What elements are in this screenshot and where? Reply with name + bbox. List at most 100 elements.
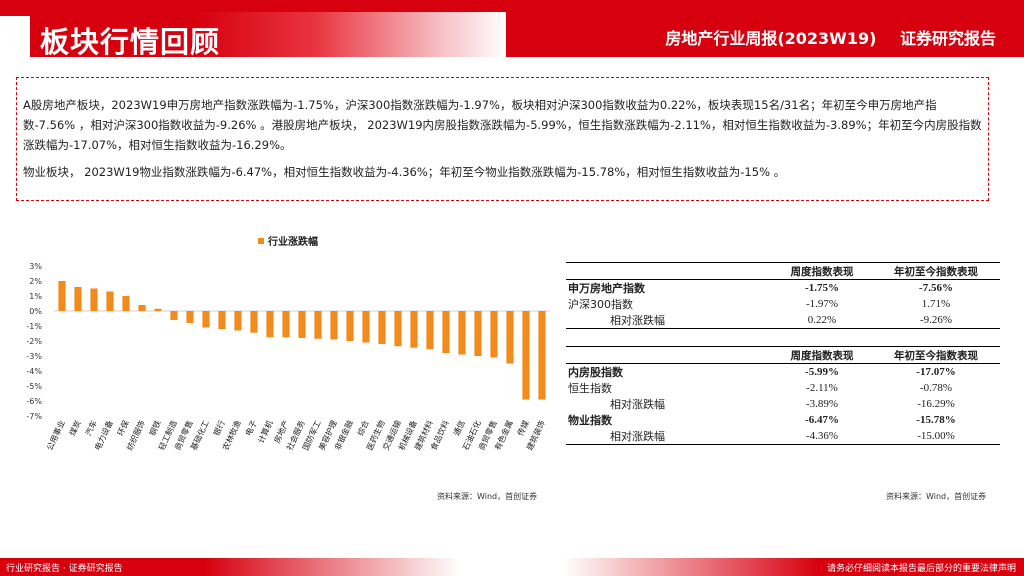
bar <box>58 281 66 311</box>
table-row: 恒生指数 -2.11% -0.78% <box>566 380 1000 396</box>
summary-box: A股房地产板块，2023W19申万房地产指数涨跌幅为-1.75%，沪深300指数… <box>16 77 989 201</box>
footer-disclaimer: 请务必仔细阅读本报告最后部分的重要法律声明 <box>826 564 1016 574</box>
category-label: 钢铁 <box>147 419 163 438</box>
bar <box>314 311 322 339</box>
y-tick-label: 1% <box>29 292 42 301</box>
report-name: 房地产行业周报(2023W19) <box>665 29 877 48</box>
weekly-value: -1.97% <box>805 298 839 310</box>
weekly-value: -5.99% <box>772 363 872 380</box>
ytd-value: -16.29% <box>917 398 955 410</box>
category-label: 传媒 <box>515 419 531 438</box>
bar <box>378 311 386 344</box>
row-label: 相对涨跌幅 <box>566 312 772 329</box>
ytd-value: -0.78% <box>919 382 953 394</box>
weekly-value: -3.89% <box>805 398 839 410</box>
y-tick-label: -2% <box>26 337 42 346</box>
bar <box>266 311 274 338</box>
bar <box>170 311 178 320</box>
table-row: 物业指数 -6.47% -15.78% <box>566 412 1000 428</box>
report-info: 房地产行业周报(2023W19) 证券研究报告 <box>647 25 996 49</box>
category-label: 汽车 <box>83 419 99 438</box>
y-tick-label: 0% <box>29 307 42 316</box>
weekly-value: -6.47% <box>805 414 839 426</box>
legend-label: 行业涨跌幅 <box>267 235 318 248</box>
bar <box>346 311 354 341</box>
row-label: 相对涨跌幅 <box>566 428 772 445</box>
row-label: 内房股指数 <box>566 363 772 380</box>
bar <box>74 287 82 311</box>
category-label: 电子 <box>243 419 259 438</box>
page-footer: 行业研究报告 · 证券研究报告 请务必仔细阅读本报告最后部分的重要法律声明 <box>0 558 1024 576</box>
row-label: 相对涨跌幅 <box>610 398 665 411</box>
ytd-value: -7.56% <box>872 279 1000 296</box>
table-header-row: 周度指数表现 年初至今指数表现 <box>566 346 1000 364</box>
y-tick-label: 3% <box>29 262 42 271</box>
table-header-cell: 年初至今指数表现 <box>872 262 1000 280</box>
weekly-value: -1.75% <box>772 279 872 296</box>
row-label: 沪深300指数 <box>568 298 633 311</box>
y-tick-label: -6% <box>26 397 42 406</box>
category-label: 通信 <box>451 419 467 438</box>
category-label: 煤炭 <box>67 419 83 438</box>
bar <box>362 311 370 343</box>
table-row: 沪深300指数 -1.97% 1.71% <box>566 296 1000 312</box>
table-header-cell: 周度指数表现 <box>772 262 872 280</box>
bar <box>490 311 498 358</box>
table-header-cell: 周度指数表现 <box>772 346 872 364</box>
summary-paragraph-a-share: A股房地产板块，2023W19申万房地产指数涨跌幅为-1.75%，沪深300指数… <box>23 98 982 152</box>
bar <box>202 311 210 328</box>
bar <box>522 311 530 400</box>
category-label: 公用事业 <box>44 419 67 452</box>
header-accent-block <box>0 16 30 57</box>
bar <box>410 311 418 348</box>
report-type: 证券研究报告 <box>899 29 996 48</box>
y-tick-label: -7% <box>26 412 42 421</box>
footer-left-text: 行业研究报告 · 证券研究报告 <box>6 564 123 574</box>
table-header-row: 周度指数表现 年初至今指数表现 <box>566 262 1000 280</box>
category-label: 综合 <box>355 419 371 438</box>
bar <box>106 291 114 311</box>
legend-swatch <box>258 238 264 244</box>
bar <box>250 311 258 333</box>
table-row: 相对涨跌幅 -4.36% -15.00% <box>566 428 1000 445</box>
bar <box>186 311 194 323</box>
bar <box>298 311 306 338</box>
industry-change-bar-chart: 行业涨跌幅 3% 2% 1% 0% -1% -2% -3% -4% -5% -6% -7%公用事业 煤炭… <box>26 235 550 452</box>
table-row: 申万房地产指数 -1.75% -7.56% <box>566 279 1000 296</box>
bar <box>218 311 226 329</box>
bar <box>394 311 402 347</box>
y-tick-label: -1% <box>26 322 42 331</box>
ytd-value: -15.00% <box>872 428 1000 445</box>
bar <box>90 288 98 311</box>
table-source-note: 资料来源：Wind，首创证券 <box>886 492 987 501</box>
table-header-cell <box>566 346 772 364</box>
row-label: 物业指数 <box>568 414 612 427</box>
page-header: 板块行情回顾 房地产行业周报(2023W19) 证券研究报告 <box>0 0 1024 59</box>
bar <box>442 311 450 353</box>
bar <box>330 311 338 340</box>
table-row: 相对涨跌幅 0.22% -9.26% <box>566 312 1000 329</box>
table-row: 内房股指数 -5.99% -17.07% <box>566 363 1000 380</box>
table-header-cell <box>566 262 772 280</box>
ytd-value: 1.71% <box>921 298 951 310</box>
bar <box>138 305 146 311</box>
bar <box>122 296 130 311</box>
row-label: 申万房地产指数 <box>566 279 772 296</box>
bar <box>538 311 546 400</box>
y-tick-label: -5% <box>26 382 42 391</box>
category-label: 环保 <box>115 419 131 438</box>
ytd-value: -9.26% <box>872 312 1000 329</box>
bar <box>458 311 466 355</box>
table-row: 相对涨跌幅 -3.89% -16.29% <box>566 396 1000 412</box>
row-label: 恒生指数 <box>568 382 612 395</box>
sw-real-estate-table: 周度指数表现 年初至今指数表现 申万房地产指数 -1.75% -7.56% 沪深… <box>566 262 1000 329</box>
bar <box>506 311 514 364</box>
ytd-value: -15.78% <box>916 414 956 426</box>
header-title-band <box>30 12 506 57</box>
chart-source-note: 资料来源：Wind，首创证券 <box>437 492 538 501</box>
summary-paragraph-property-mgmt: 物业板块， 2023W19物业指数涨跌幅为-6.47%，相对恒生指数收益为-4.… <box>23 165 786 179</box>
bar <box>474 311 482 356</box>
bar <box>234 311 242 331</box>
hk-property-table: 周度指数表现 年初至今指数表现 内房股指数 -5.99% -17.07% 恒生指… <box>566 346 1000 445</box>
weekly-value: -4.36% <box>772 428 872 445</box>
